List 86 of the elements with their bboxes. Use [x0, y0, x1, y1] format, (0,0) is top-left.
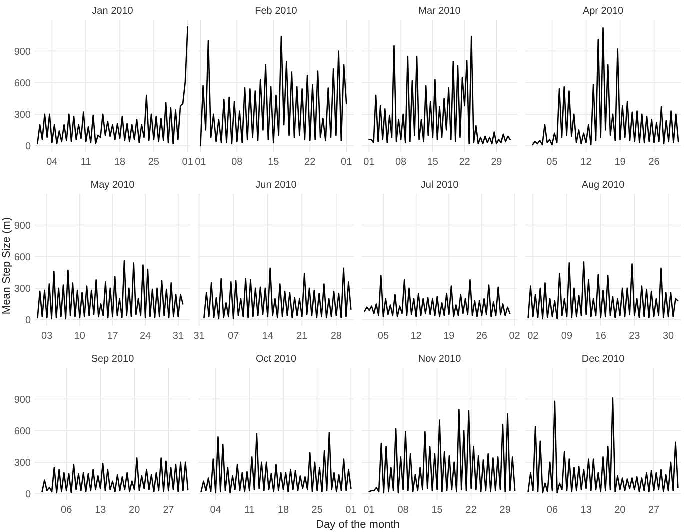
chart-title: Mar 2010	[418, 6, 462, 17]
y-tick-label: 300	[14, 284, 32, 295]
x-tick-label: 07	[228, 331, 240, 342]
x-tick-label: 30	[662, 331, 675, 342]
x-tick-label: 08	[232, 157, 244, 168]
chart-title: Apr 2010	[582, 6, 624, 17]
y-tick-label: 300	[14, 458, 32, 469]
x-tick-label: 04	[210, 505, 222, 516]
chart-title: Oct 2010	[256, 354, 297, 365]
x-tick-label: 06	[546, 505, 558, 516]
chart-title: Sep 2010	[91, 354, 135, 365]
y-tick-label: 900	[14, 46, 32, 58]
chart-title: Aug 2010	[582, 180, 626, 191]
chart-title: Feb 2010	[255, 6, 298, 17]
chart-title: Nov 2010	[418, 354, 462, 365]
x-tick-label: 03	[42, 331, 54, 342]
y-tick-label: 600	[14, 426, 32, 438]
y-tick-label: 900	[14, 394, 32, 406]
x-tick-label: 24	[140, 331, 152, 342]
y-tick-label: 300	[14, 110, 32, 121]
x-tick-label: 18	[278, 505, 290, 516]
x-tick-label: 22	[304, 157, 316, 168]
x-tick-label: 05	[378, 331, 390, 342]
x-tick-label: 26	[476, 331, 488, 342]
x-tick-label: 06	[61, 505, 73, 516]
y-tick-label: 0	[25, 316, 32, 326]
x-tick-label: 26	[648, 157, 660, 168]
x-tick-label: 28	[330, 331, 342, 342]
x-tick-label: 10	[74, 331, 86, 342]
x-tick-label: 22	[459, 157, 471, 168]
line-series	[42, 458, 189, 494]
y-tick-label: 0	[25, 142, 32, 152]
x-tick-label: 09	[561, 331, 573, 342]
x-tick-label: 01	[364, 505, 376, 516]
x-tick-label: 01	[195, 157, 207, 168]
x-tick-label: 15	[427, 157, 439, 168]
x-tick-label: 04	[46, 157, 58, 168]
x-tick-label: 01	[364, 157, 376, 168]
y-tick-label: 0	[25, 490, 32, 500]
x-tick-label: 20	[614, 505, 626, 516]
x-tick-label: 08	[398, 505, 410, 516]
x-tick-label: 01	[341, 157, 353, 168]
x-tick-label: 31	[194, 331, 206, 342]
x-tick-label: 20	[129, 505, 141, 516]
chart-title: Jul 2010	[420, 180, 460, 191]
x-tick-label: 02	[528, 331, 540, 342]
x-tick-label: 12	[580, 157, 592, 168]
x-tick-label: 13	[580, 505, 592, 516]
x-tick-label: 29	[500, 505, 512, 516]
x-tick-label: 15	[268, 157, 280, 168]
x-tick-label: 31	[172, 331, 184, 342]
x-tick-label: 18	[114, 157, 126, 168]
x-tick-label: 02	[509, 331, 521, 342]
x-tick-label: 21	[296, 331, 308, 342]
chart-title: Jan 2010	[92, 6, 134, 17]
x-tick-label: 01	[346, 505, 358, 516]
chart-title: Jun 2010	[256, 180, 298, 191]
y-axis-title: Mean Step Size (m)	[1, 217, 13, 315]
x-tick-label: 27	[163, 505, 175, 516]
chart-title: May 2010	[90, 180, 136, 191]
line-series	[36, 26, 189, 145]
x-tick-label: 15	[432, 505, 444, 516]
y-tick-label: 600	[14, 252, 32, 264]
x-tick-label: 27	[648, 505, 660, 516]
x-tick-label: 23	[629, 331, 641, 342]
x-tick-label: 25	[148, 157, 160, 168]
x-tick-label: 11	[80, 157, 92, 168]
x-tick-label: 17	[107, 331, 119, 342]
x-tick-label: 29	[491, 157, 503, 168]
x-tick-label: 12	[410, 331, 422, 342]
x-tick-label: 19	[614, 157, 626, 168]
x-tick-label: 05	[546, 157, 558, 168]
y-tick-label: 900	[14, 220, 32, 232]
x-tick-label: 13	[95, 505, 107, 516]
x-tick-label: 14	[262, 331, 274, 342]
x-tick-label: 01	[182, 157, 194, 168]
x-tick-label: 25	[312, 505, 324, 516]
x-tick-label: 19	[444, 331, 456, 342]
y-tick-label: 600	[14, 78, 32, 90]
x-axis-title: Day of the month	[316, 519, 400, 531]
x-tick-label: 22	[466, 505, 478, 516]
line-series	[37, 260, 184, 320]
x-tick-label: 11	[244, 505, 256, 516]
x-tick-label: 16	[595, 331, 607, 342]
chart-title: Dec 2010	[582, 354, 626, 365]
x-tick-label: 08	[396, 157, 408, 168]
